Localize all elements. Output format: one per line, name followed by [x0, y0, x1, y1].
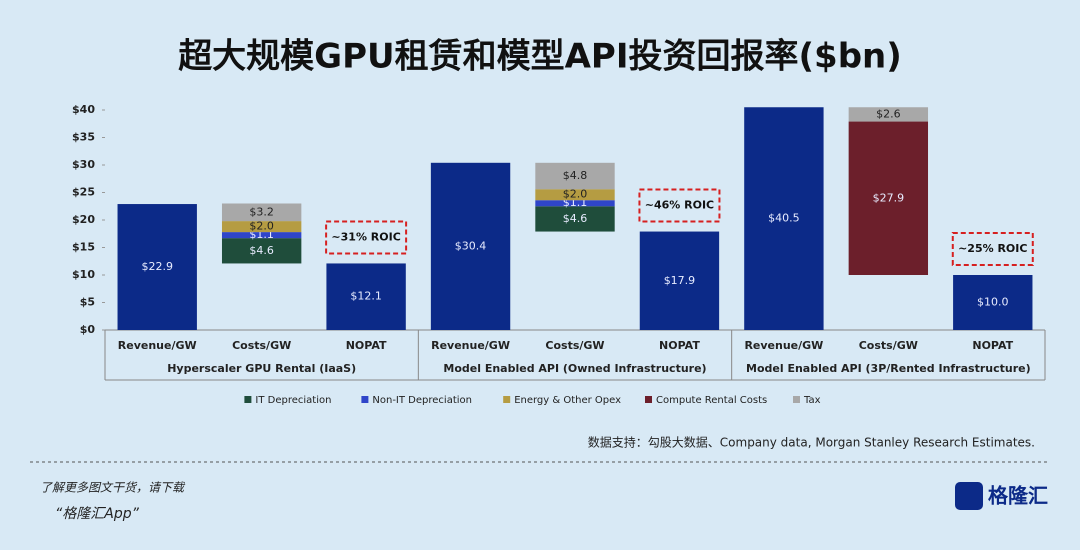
annotation: ~25% ROIC: [958, 242, 1027, 255]
legend-swatch: [244, 396, 252, 403]
legend-label: Tax: [803, 395, 821, 406]
y-tick-label: $25: [72, 186, 95, 199]
footer-line: 了解更多图文干货，请下载: [40, 481, 186, 495]
bar: [535, 200, 615, 207]
value-label: $12.1: [350, 290, 382, 303]
legend-swatch: [503, 396, 511, 403]
bar: [535, 162, 615, 190]
x-tick-label: Revenue/GW: [744, 339, 823, 352]
value-label: $2.6: [876, 107, 901, 120]
bar: [117, 204, 197, 330]
value-label: $40.5: [768, 212, 800, 225]
bar: [848, 107, 929, 122]
bar: [848, 121, 929, 275]
annotation: ~46% ROIC: [645, 199, 714, 212]
value-label: $4.8: [563, 169, 588, 182]
logo: 格隆汇: [988, 484, 1048, 508]
legend-swatch: [645, 396, 652, 403]
roic-box: [638, 188, 721, 223]
bar: [221, 203, 302, 222]
value-label: $10.0: [977, 296, 1009, 309]
value-label: $22.9: [141, 260, 173, 273]
bar: [953, 275, 1033, 330]
y-tick-label: $40: [72, 103, 95, 116]
chart-title: 超大规模GPU租赁和模型API投资回报率($bn): [178, 37, 902, 77]
legend-label: IT Depreciation: [255, 395, 331, 406]
value-label: $2.0: [249, 220, 274, 233]
bar: [535, 206, 615, 232]
footer-app: “格隆汇App”: [55, 506, 140, 522]
legend-label: Compute Rental Costs: [656, 395, 767, 406]
legend-swatch: [361, 396, 369, 403]
bar: [221, 232, 302, 239]
group-label: Model Enabled API (Owned Infrastructure): [443, 362, 706, 375]
y-tick-label: $35: [72, 131, 95, 144]
value-label: $4.6: [249, 244, 274, 257]
source: 数据支持：勾股大数据、Company data, Morgan Stanley …: [588, 435, 1035, 450]
value-label: $2.0: [563, 188, 588, 201]
bar: [639, 231, 720, 330]
x-tick-label: NOPAT: [972, 339, 1013, 352]
bar: [221, 221, 302, 233]
bar: [221, 238, 302, 264]
y-tick-label: $15: [72, 241, 95, 254]
value-label: $4.6: [563, 212, 588, 225]
x-tick-label: NOPAT: [659, 339, 700, 352]
value-label: $3.2: [249, 205, 274, 218]
x-tick-label: NOPAT: [346, 339, 387, 352]
x-tick-label: Revenue/GW: [431, 339, 510, 352]
legend-label: Energy & Other Opex: [514, 395, 621, 406]
y-tick-label: $0: [80, 323, 96, 336]
y-tick-label: $5: [80, 296, 95, 309]
x-tick-label: Costs/GW: [545, 339, 604, 352]
y-tick-label: $20: [72, 213, 95, 226]
logo-icon: [955, 482, 983, 510]
x-tick-label: Costs/GW: [859, 339, 918, 352]
value-label: $27.9: [873, 191, 905, 204]
value-label: $17.9: [664, 274, 696, 287]
roic-box: [951, 232, 1034, 266]
legend-swatch: [793, 396, 800, 403]
group-label: Hyperscaler GPU Rental (IaaS): [167, 362, 356, 375]
y-tick-label: $30: [72, 158, 95, 171]
bar: [535, 189, 615, 201]
group-label: Model Enabled API (3P/Rented Infrastruct…: [746, 362, 1031, 375]
roic-box: [325, 220, 408, 255]
annotation: ~31% ROIC: [331, 230, 400, 243]
bar: [326, 263, 406, 330]
bar: [430, 162, 511, 330]
value-label: $30.4: [455, 239, 487, 252]
bar: [744, 107, 824, 330]
legend-label: Non-IT Depreciation: [372, 395, 472, 406]
x-tick-label: Revenue/GW: [118, 339, 197, 352]
y-tick-label: $10: [72, 268, 95, 281]
x-tick-label: Costs/GW: [232, 339, 291, 352]
